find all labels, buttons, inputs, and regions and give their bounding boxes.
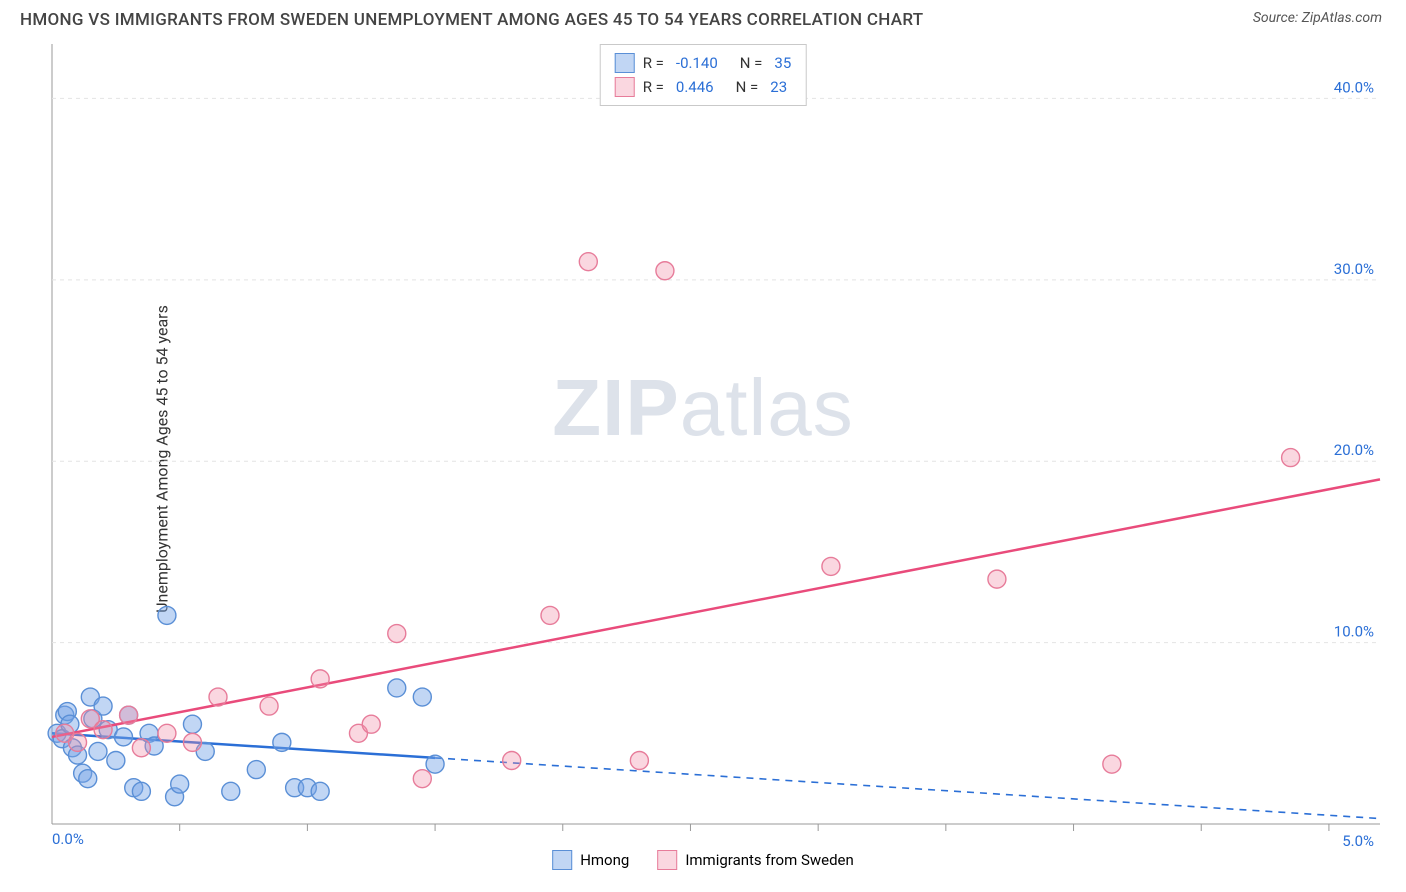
scatter-point xyxy=(503,752,521,770)
series-legend-label: Hmong xyxy=(580,851,629,869)
legend-r-value: -0.140 xyxy=(676,51,718,75)
scatter-point xyxy=(388,625,406,643)
series-legend-label: Immigrants from Sweden xyxy=(685,851,853,869)
legend-r-value: 0.446 xyxy=(676,75,714,99)
correlation-legend: R = -0.140 N = 35 R = 0.446 N = 23 xyxy=(600,44,807,106)
scatter-point xyxy=(222,782,240,800)
scatter-point xyxy=(388,679,406,697)
series-legend-item: Immigrants from Sweden xyxy=(657,850,853,870)
scatter-chart: 10.0% 20.0% 30.0% 40.0% 5.0% xyxy=(0,34,1406,884)
scatter-point xyxy=(158,606,176,624)
legend-r-label: R = xyxy=(643,75,664,99)
x-axis-zero-label: 0.0% xyxy=(52,830,84,848)
y-tick-label: 10.0% xyxy=(1334,623,1374,641)
y-tick-label: 30.0% xyxy=(1334,260,1374,278)
scatter-point xyxy=(132,739,150,757)
scatter-point xyxy=(1282,449,1300,467)
scatter-point xyxy=(94,721,112,739)
scatter-point xyxy=(69,733,87,751)
legend-swatch xyxy=(615,77,635,97)
scatter-point xyxy=(79,770,97,788)
y-tick-label: 20.0% xyxy=(1334,441,1374,459)
scatter-point xyxy=(183,733,201,751)
x-tick-label-right: 5.0% xyxy=(1342,832,1374,850)
scatter-point xyxy=(115,728,133,746)
scatter-point xyxy=(413,770,431,788)
legend-n-value: 23 xyxy=(770,75,787,99)
legend-swatch xyxy=(657,850,677,870)
legend-n-value: 35 xyxy=(774,51,791,75)
scatter-point xyxy=(579,253,597,271)
series-legend: Hmong Immigrants from Sweden xyxy=(552,850,854,870)
scatter-point xyxy=(209,688,227,706)
legend-n-label: N = xyxy=(736,75,759,99)
series-legend-item: Hmong xyxy=(552,850,629,870)
scatter-point xyxy=(260,697,278,715)
legend-n-label: N = xyxy=(740,51,763,75)
scatter-point xyxy=(362,715,380,733)
scatter-point xyxy=(541,606,559,624)
scatter-point xyxy=(158,724,176,742)
header: HMONG VS IMMIGRANTS FROM SWEDEN UNEMPLOY… xyxy=(0,0,1406,34)
scatter-point xyxy=(273,733,291,751)
scatter-point xyxy=(822,557,840,575)
scatter-point xyxy=(89,742,107,760)
scatter-point xyxy=(247,761,265,779)
chart-container: Unemployment Among Ages 45 to 54 years Z… xyxy=(0,34,1406,884)
scatter-point xyxy=(171,775,189,793)
y-tick-label: 40.0% xyxy=(1334,78,1374,96)
scatter-point xyxy=(656,262,674,280)
scatter-point xyxy=(413,688,431,706)
scatter-point xyxy=(1103,755,1121,773)
scatter-point xyxy=(107,752,125,770)
source-attribution: Source: ZipAtlas.com xyxy=(1253,10,1382,26)
scatter-point xyxy=(132,782,150,800)
scatter-point xyxy=(120,706,138,724)
scatter-point xyxy=(311,670,329,688)
legend-r-label: R = xyxy=(643,51,664,75)
scatter-point xyxy=(311,782,329,800)
legend-row: R = 0.446 N = 23 xyxy=(615,75,792,99)
chart-title: HMONG VS IMMIGRANTS FROM SWEDEN UNEMPLOY… xyxy=(20,10,923,30)
legend-swatch xyxy=(615,53,635,73)
legend-swatch xyxy=(552,850,572,870)
scatter-point xyxy=(426,755,444,773)
scatter-point xyxy=(183,715,201,733)
legend-row: R = -0.140 N = 35 xyxy=(615,51,792,75)
scatter-point xyxy=(630,752,648,770)
scatter-point xyxy=(988,570,1006,588)
